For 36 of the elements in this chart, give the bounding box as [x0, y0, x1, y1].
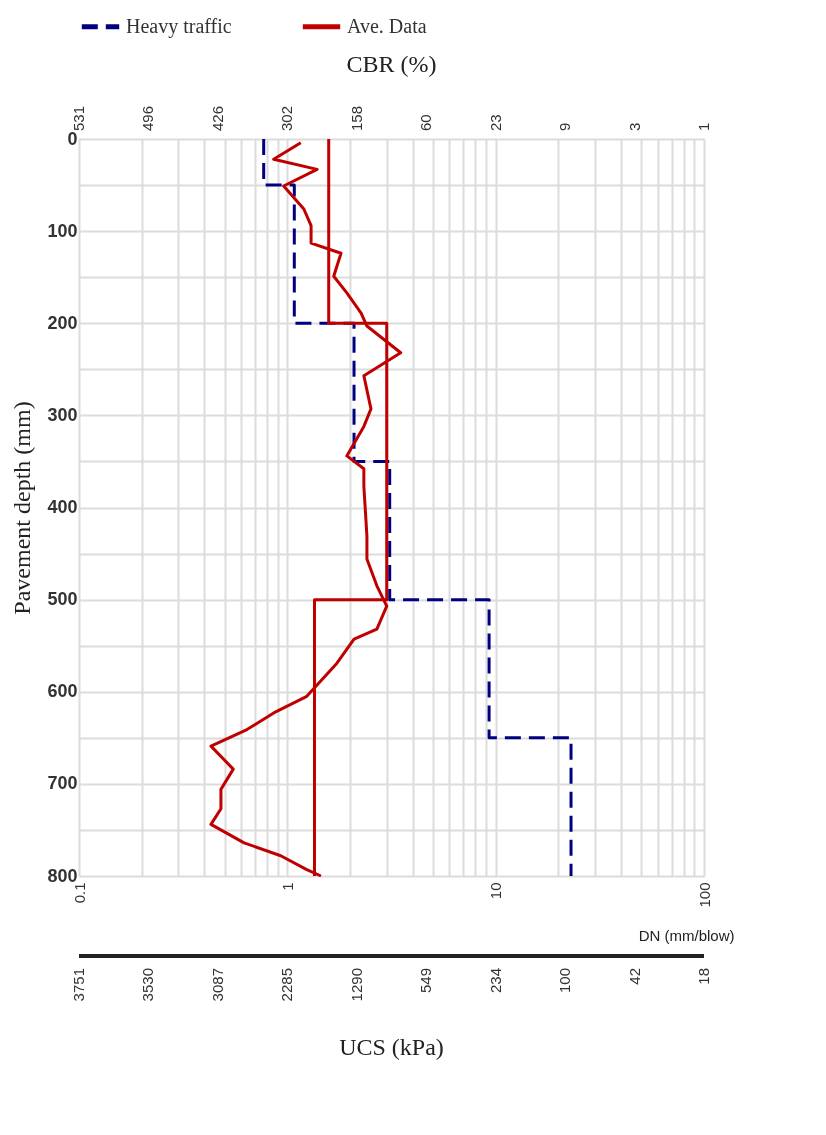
text: 531 [70, 105, 87, 131]
y-tick-label: 100 [47, 220, 78, 241]
text: 100 [556, 968, 574, 994]
text: 549 [417, 968, 435, 994]
text: 3751 [70, 968, 87, 1002]
text: 234 [486, 968, 504, 994]
text: 1290 [347, 968, 365, 1002]
text: 3530 [139, 968, 157, 1002]
text: 2285 [278, 968, 296, 1002]
text: 496 [139, 105, 157, 131]
text: 42 [625, 968, 643, 985]
text: 9 [556, 122, 574, 131]
legend-label: Ave. Data [347, 14, 427, 37]
y-tick-label: 300 [47, 404, 78, 425]
text: 18 [695, 968, 712, 985]
x-tick-label: 10 [487, 882, 505, 900]
text: 3 [625, 122, 643, 131]
y-tick-label: 700 [47, 773, 78, 794]
x-tick-label: 1 [278, 882, 296, 891]
y-tick-label: 600 [47, 681, 78, 702]
y-axis-title: Pavement depth (mm) [9, 401, 36, 615]
x-tick-label: 100 [695, 882, 713, 908]
text: UCS (kPa) [339, 1034, 444, 1060]
x-axis-title: DN (mm/blow) [638, 926, 735, 944]
text: 60 [417, 114, 435, 131]
text: 3087 [208, 968, 226, 1002]
text: 302 [278, 105, 296, 131]
y-tick-label: 400 [47, 497, 78, 517]
legend-label: Heavy traffic [126, 14, 232, 38]
text: 23 [486, 114, 504, 131]
x2-axis-title: CBR (%) [346, 51, 437, 77]
y-tick-label: 500 [47, 589, 78, 610]
text: 158 [347, 105, 365, 131]
text: 1 [695, 122, 712, 131]
text: 426 [208, 105, 226, 131]
y-tick-label: 200 [47, 312, 78, 333]
